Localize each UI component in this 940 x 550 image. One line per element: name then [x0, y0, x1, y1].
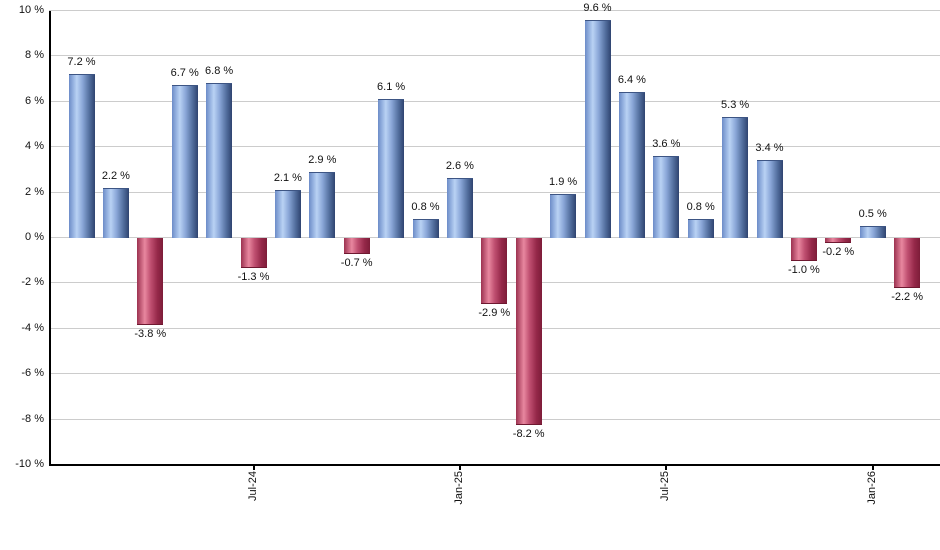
- bar-positive: [722, 117, 749, 239]
- y-axis-tick-label: 6 %: [25, 94, 44, 107]
- bar-value-label: -0.7 %: [340, 257, 373, 270]
- x-axis-tick: [871, 465, 874, 470]
- bar-positive: [309, 171, 336, 239]
- bar-negative: [894, 237, 921, 289]
- bar-negative: [343, 237, 370, 255]
- y-axis-tick-label: 8 %: [25, 49, 44, 62]
- gridline: [49, 55, 940, 57]
- bar-value-label: -8.2 %: [512, 427, 545, 440]
- bar-value-label: 5.3 %: [721, 99, 750, 112]
- bar-value-label: 3.6 %: [652, 137, 681, 150]
- bar-positive: [859, 226, 886, 239]
- x-axis-tick-label: Jul-24: [246, 471, 259, 501]
- x-axis-tick-label: Jan-26: [865, 471, 878, 505]
- bar-negative: [137, 237, 164, 325]
- bar-value-label: 0.5 %: [858, 208, 887, 221]
- y-axis-tick-label: -10 %: [15, 458, 44, 470]
- bar-positive: [550, 194, 577, 239]
- bar-value-label: 2.6 %: [445, 160, 474, 173]
- bar-value-label: 6.8 %: [205, 65, 234, 78]
- bar-value-label: 0.8 %: [686, 201, 715, 214]
- bar-value-label: 1.9 %: [549, 176, 578, 189]
- bar-negative: [481, 237, 508, 305]
- bar-value-label: -1.3 %: [237, 271, 270, 283]
- bar-value-label: 2.2 %: [101, 169, 130, 182]
- bar-positive: [378, 99, 405, 239]
- bar-positive: [102, 187, 129, 239]
- bar-positive: [653, 155, 680, 239]
- y-axis-line: [49, 10, 51, 465]
- bar-value-label: 7.2 %: [67, 56, 96, 69]
- bar-positive: [412, 219, 439, 239]
- bar-value-label: 2.1 %: [273, 171, 302, 184]
- bar-positive: [446, 178, 473, 239]
- gridline: [49, 10, 940, 11]
- bar-positive: [687, 219, 714, 239]
- bar-value-label: -0.2 %: [822, 246, 855, 259]
- y-axis-tick-label: -8 %: [21, 412, 44, 425]
- bar-value-label: 9.6 %: [583, 1, 612, 14]
- bar-positive: [584, 19, 611, 239]
- y-axis-tick-label: -2 %: [21, 276, 44, 289]
- gridline: [49, 191, 940, 193]
- bar-value-label: -2.9 %: [478, 307, 511, 320]
- bar-positive: [274, 189, 301, 239]
- x-axis-tick: [252, 465, 255, 470]
- bar-value-label: -2.2 %: [891, 291, 923, 304]
- bar-value-label: 6.7 %: [170, 67, 199, 80]
- bar-value-label: -3.8 %: [134, 327, 167, 340]
- x-axis-line: [49, 463, 940, 466]
- bar-positive: [756, 160, 783, 239]
- y-axis-tick-label: -4 %: [21, 321, 44, 334]
- gridline: [49, 418, 940, 420]
- bar-positive: [618, 92, 645, 239]
- y-axis-tick-label: -6 %: [21, 367, 44, 380]
- y-axis-tick-label: 4 %: [25, 140, 44, 153]
- bar-value-label: 6.4 %: [617, 74, 646, 87]
- bar-negative: [790, 237, 817, 262]
- bar-positive: [68, 74, 95, 239]
- bar-positive: [171, 85, 198, 239]
- x-axis-tick-label: Jan-25: [452, 471, 465, 505]
- gridline: [49, 327, 940, 329]
- bar-negative: [240, 237, 267, 268]
- gridline: [49, 373, 940, 375]
- bar-value-label: 3.4 %: [755, 142, 784, 155]
- bar-positive: [206, 83, 233, 239]
- bar-value-label: 6.1 %: [377, 81, 406, 94]
- y-axis-tick-label: 0 %: [25, 231, 44, 243]
- x-axis-tick: [458, 465, 461, 470]
- gridline: [49, 146, 940, 148]
- bar-value-label: -1.0 %: [787, 264, 820, 277]
- bar-negative: [825, 237, 852, 244]
- y-axis-tick-label: 2 %: [25, 185, 44, 198]
- bar-value-label: 0.8 %: [411, 201, 440, 214]
- gridline: [49, 100, 940, 102]
- x-axis-tick: [665, 465, 668, 470]
- bar-value-label: 2.9 %: [308, 153, 337, 166]
- bar-negative: [515, 237, 542, 425]
- x-axis-tick-label: Jul-25: [659, 471, 672, 501]
- y-axis-tick-label: 10 %: [18, 4, 44, 16]
